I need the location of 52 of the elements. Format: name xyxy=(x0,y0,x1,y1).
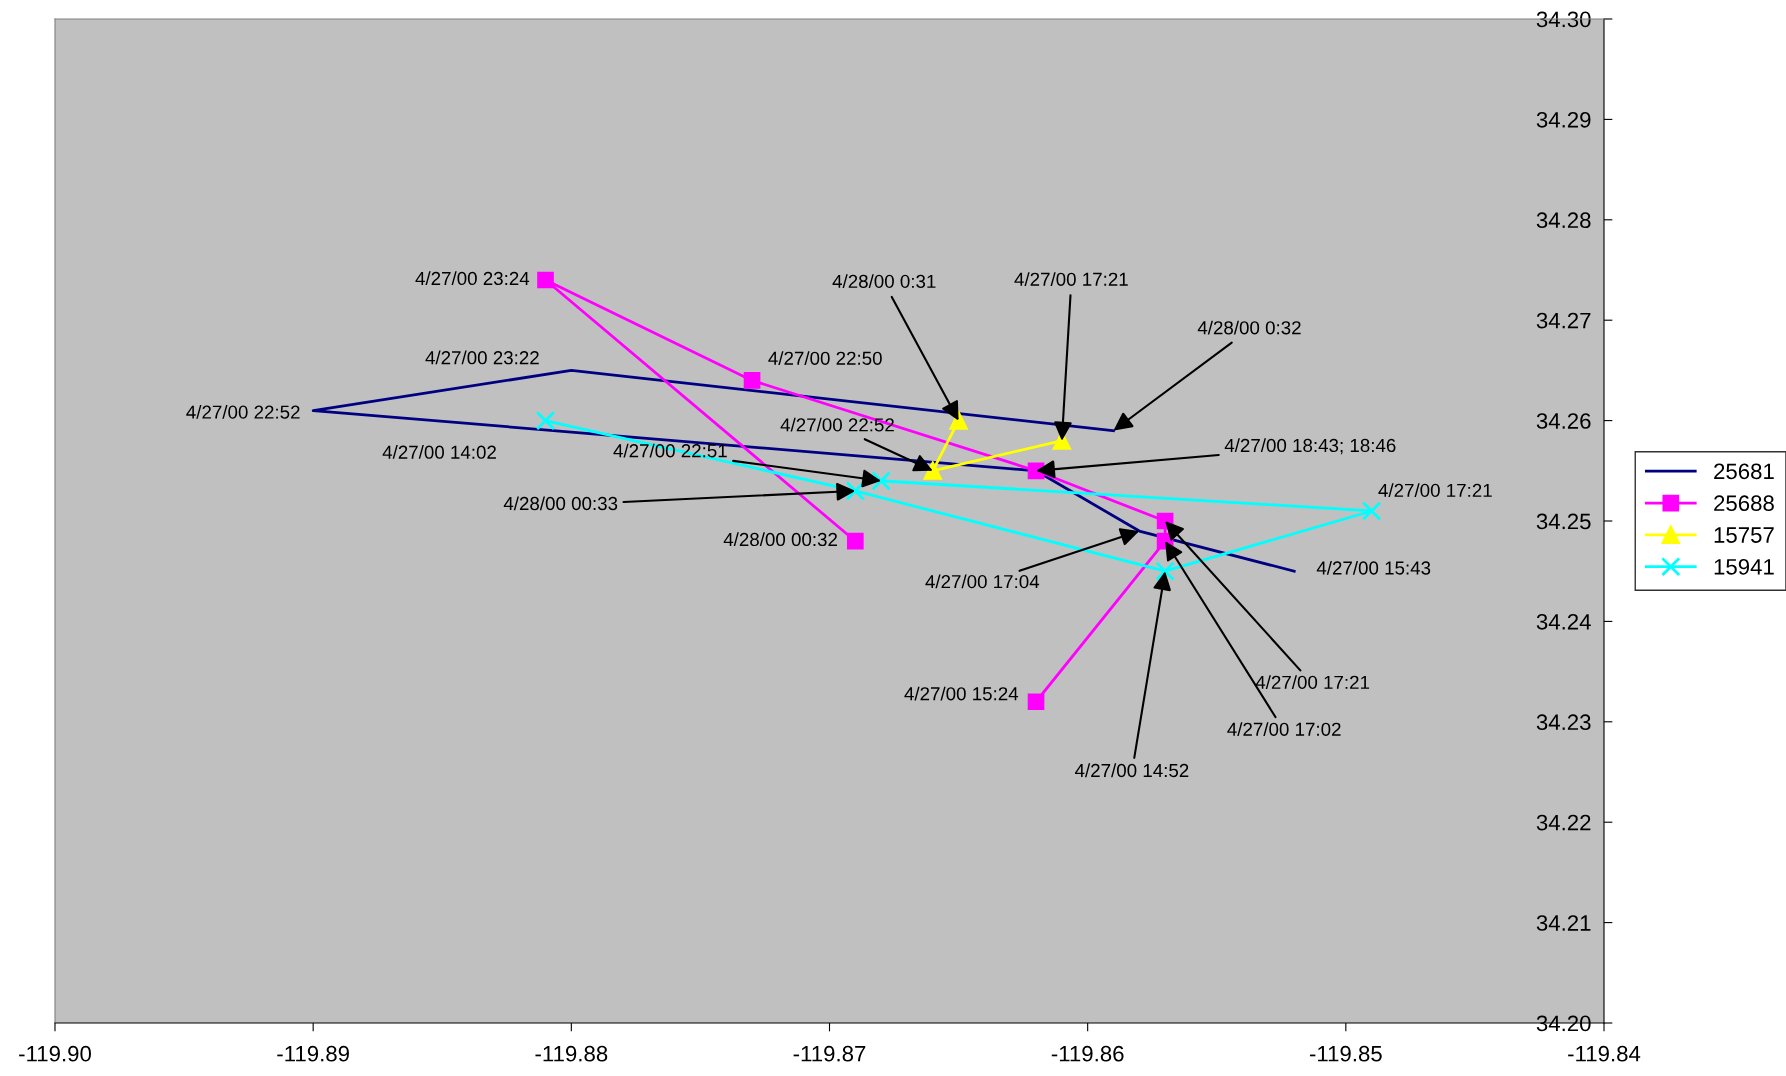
legend-label: 15941 xyxy=(1714,558,1774,575)
legend-label: 25688 xyxy=(1714,495,1774,512)
x-tick-label: -119.84 xyxy=(1568,1045,1641,1062)
y-tick-label: 34.22 xyxy=(1536,814,1591,831)
annotation: 4/27/00 15:24 xyxy=(904,686,1019,701)
annotation: 4/28/00 00:32 xyxy=(723,532,837,547)
annotation: 4/27/00 22:52 xyxy=(186,404,300,419)
y-tick-label: 34.24 xyxy=(1536,613,1591,630)
annotation: 4/27/00 17:02 xyxy=(1227,722,1341,736)
point xyxy=(846,532,864,550)
point xyxy=(743,372,761,389)
annotation: 4/27/00 14:52 xyxy=(1074,763,1189,778)
annotation: 4/28/00 0:31 xyxy=(832,274,936,288)
y-tick-label: 34.23 xyxy=(1536,714,1591,731)
point xyxy=(1361,501,1382,521)
point xyxy=(537,271,554,289)
annotation: 4/27/00 17:21 xyxy=(1255,675,1370,689)
legend-label: 25681 xyxy=(1714,463,1774,480)
annotation: 4/27/00 14:02 xyxy=(382,445,496,459)
annotation: 4/27/00 23:24 xyxy=(415,271,530,286)
y-tick-label: 34.26 xyxy=(1536,413,1591,429)
y-tick-label: 34.29 xyxy=(1536,111,1591,128)
point xyxy=(923,461,942,480)
y-tick-label: 34.25 xyxy=(1536,513,1591,530)
y-tick-label: 34.30 xyxy=(1536,11,1591,28)
annotation: 4/27/00 23:22 xyxy=(425,350,539,365)
point xyxy=(871,471,891,491)
x-tick-label: -119.85 xyxy=(1309,1045,1382,1062)
legend-label: 15757 xyxy=(1714,527,1774,543)
y-tick-label: 34.21 xyxy=(1536,915,1591,931)
y-tick-label: 34.28 xyxy=(1536,212,1591,229)
x-tick-label: -119.90 xyxy=(19,1045,91,1062)
point xyxy=(1155,561,1175,581)
annotation: 4/27/00 18:43; 18:46 xyxy=(1224,438,1396,455)
annotation: 4/27/00 22:51 xyxy=(613,443,727,458)
annotation: 4/27/00 22:52 xyxy=(780,417,894,432)
x-tick-label: -119.89 xyxy=(277,1045,349,1062)
point xyxy=(949,411,968,430)
annotation: 4/28/00 0:32 xyxy=(1197,320,1301,335)
annotation: 4/27/00 22:50 xyxy=(768,351,882,365)
y-tick-label: 34.27 xyxy=(1536,312,1591,329)
annotation: 4/28/00 00:33 xyxy=(503,496,618,511)
annotation: 4/27/00 15:43 xyxy=(1316,560,1431,575)
point xyxy=(845,481,866,501)
annotation: 4/27/00 17:21 xyxy=(1014,272,1128,286)
x-tick-label: -119.87 xyxy=(793,1045,866,1062)
point xyxy=(1027,693,1045,711)
annotation: 4/27/00 17:21 xyxy=(1378,483,1492,498)
x-tick-label: -119.86 xyxy=(1051,1045,1124,1062)
point xyxy=(535,410,556,431)
x-tick-label: -119.88 xyxy=(535,1045,608,1062)
annotation: 4/27/00 17:04 xyxy=(925,574,1040,589)
